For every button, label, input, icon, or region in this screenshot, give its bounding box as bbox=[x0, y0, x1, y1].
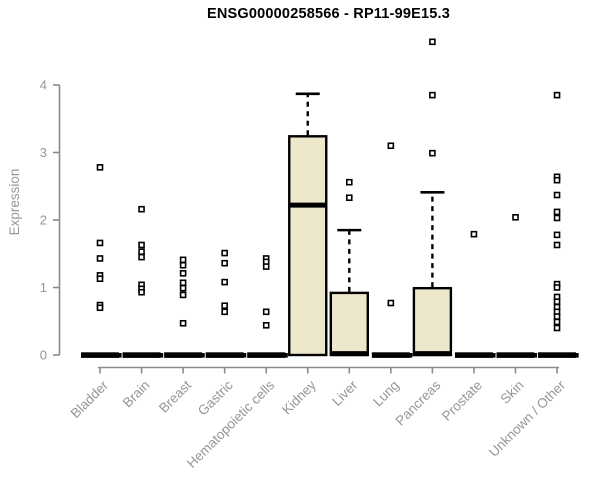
outlier-point bbox=[179, 284, 187, 292]
outlier-point bbox=[138, 241, 145, 249]
outlier-point bbox=[138, 288, 145, 296]
collapsed-box-bar bbox=[538, 352, 577, 358]
outlier-point bbox=[429, 149, 436, 157]
x-tick-label: Kidney bbox=[279, 377, 319, 417]
collapsed-box-bar bbox=[205, 352, 244, 358]
outlier-point bbox=[221, 249, 228, 257]
x-tick-label: Lung bbox=[370, 378, 402, 410]
outlier-point bbox=[96, 239, 104, 247]
collapsed-box-nub bbox=[532, 353, 538, 358]
chart-title: ENSG00000258566 - RP11-99E15.3 bbox=[206, 6, 450, 22]
outlier-point bbox=[387, 142, 395, 150]
outlier-point bbox=[553, 214, 561, 222]
collapsed-box-nub bbox=[407, 353, 413, 358]
collapsed-box-bar bbox=[496, 352, 535, 358]
outlier-point bbox=[512, 214, 519, 221]
y-axis-label: Expression bbox=[7, 168, 22, 236]
collapsed-box-bar bbox=[371, 352, 410, 358]
x-tick-label: Prostate bbox=[439, 378, 485, 424]
outlier-point bbox=[179, 261, 187, 269]
collapsed-box-bar bbox=[164, 352, 203, 358]
collapsed-box-nub bbox=[574, 353, 579, 358]
collapsed-box-bar bbox=[247, 352, 286, 358]
outlier-point bbox=[429, 38, 436, 46]
outlier-point bbox=[96, 164, 104, 171]
outlier-point bbox=[470, 230, 478, 238]
x-tick-label: Breast bbox=[156, 377, 194, 415]
x-tick-label: Liver bbox=[329, 377, 361, 409]
outlier-point bbox=[553, 284, 561, 291]
outlier-point bbox=[262, 308, 270, 316]
outlier-point bbox=[179, 256, 187, 264]
y-tick-label: 0 bbox=[40, 348, 47, 363]
outlier-point bbox=[345, 178, 353, 186]
y-tick-label: 2 bbox=[40, 213, 47, 228]
x-tick-label: Skin bbox=[497, 378, 526, 407]
x-tick-label: Gastric bbox=[195, 377, 236, 418]
outlier-point bbox=[553, 313, 561, 320]
outlier-point bbox=[262, 321, 270, 329]
outlier-point bbox=[429, 91, 436, 99]
outlier-point bbox=[179, 279, 187, 287]
outlier-point bbox=[387, 299, 395, 307]
outlier-point bbox=[553, 324, 561, 332]
box bbox=[288, 135, 328, 357]
box bbox=[412, 286, 453, 357]
y-tick-label: 4 bbox=[40, 78, 47, 93]
outlier-point bbox=[553, 191, 561, 199]
collapsed-box-nub bbox=[117, 353, 122, 358]
collapsed-box-nub bbox=[200, 353, 205, 358]
outlier-point bbox=[138, 248, 145, 256]
box bbox=[329, 291, 369, 357]
collapsed-box-bar bbox=[122, 352, 161, 358]
collapsed-box-bar bbox=[454, 352, 493, 358]
outlier-point bbox=[553, 91, 561, 99]
collapsed-box-bar bbox=[81, 352, 119, 358]
outlier-point bbox=[138, 253, 145, 261]
y-tick-label: 1 bbox=[40, 280, 47, 295]
collapsed-box-nub bbox=[241, 353, 247, 358]
outlier-point bbox=[96, 304, 104, 312]
outlier-point bbox=[221, 259, 228, 267]
outlier-point bbox=[179, 291, 187, 299]
outlier-point bbox=[553, 298, 561, 305]
outlier-point bbox=[221, 302, 228, 310]
x-tick-label: Pancreas bbox=[393, 377, 444, 428]
outlier-point bbox=[96, 275, 104, 283]
outlier-point bbox=[345, 194, 353, 202]
outlier-point bbox=[179, 270, 187, 277]
outlier-point bbox=[138, 205, 145, 213]
x-tick-label: Unknown / Other bbox=[486, 377, 569, 460]
outlier-point bbox=[221, 278, 228, 286]
y-tick-label: 3 bbox=[40, 145, 47, 160]
outlier-point bbox=[96, 255, 104, 262]
collapsed-box-nub bbox=[158, 353, 164, 358]
outlier-point bbox=[553, 318, 561, 326]
outlier-point bbox=[179, 319, 187, 327]
collapsed-box-nub bbox=[283, 353, 288, 358]
outlier-point bbox=[553, 231, 561, 239]
outlier-point bbox=[553, 176, 561, 184]
outlier-point bbox=[553, 241, 561, 249]
collapsed-box-nub bbox=[490, 353, 496, 358]
x-tick-label: Brain bbox=[120, 378, 153, 411]
outlier-point bbox=[221, 308, 228, 316]
outlier-point bbox=[553, 208, 561, 216]
x-tick-label: Bladder bbox=[68, 377, 112, 421]
outlier-point bbox=[262, 263, 270, 270]
